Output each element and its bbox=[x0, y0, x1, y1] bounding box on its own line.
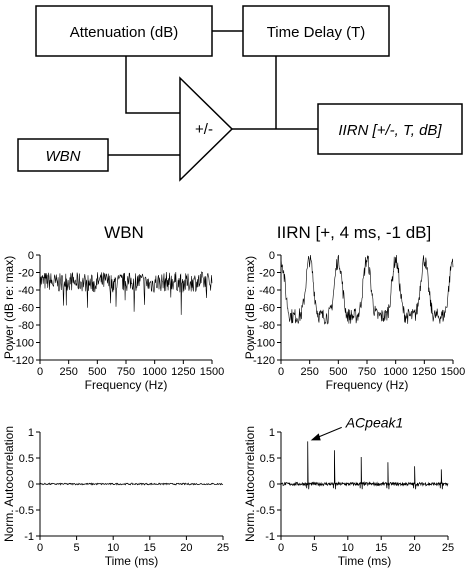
wbn-autocorrelation-y-tick-label: -0.5 bbox=[15, 505, 34, 517]
wbn-spectrum-x-axis-label: Frequency (Hz) bbox=[85, 378, 168, 392]
wbn-autocorrelation-chart: 0 5 10 15 20 25 1 0.5 0 -0.5 -1 Time (ms) Norm. Auto… bbox=[2, 426, 229, 568]
wbn-spectrum-x-tick-label: 1500 bbox=[200, 366, 224, 378]
iirn-autocorrelation-x-tick-label: 10 bbox=[342, 542, 354, 554]
iirn-spectrum-x-tick-label: 1500 bbox=[441, 366, 465, 378]
iirn-spectrum-chart: 0 250 500 750 1000 1250 1500 0 -20 -40 -60 -80 -100 -… bbox=[243, 250, 465, 392]
wbn-autocorrelation-x-tick-label: 25 bbox=[217, 542, 229, 554]
iirn-spectrum-x-tick-label: 1250 bbox=[412, 366, 436, 378]
iirn-panel-title: IIRN [+, 4 ms, -1 dB] bbox=[277, 223, 431, 242]
iirn-spectrum-y-axis-label: Power (dB re: max) bbox=[243, 256, 257, 359]
wbn-autocorrelation-x-tick-label: 15 bbox=[144, 542, 156, 554]
wbn-spectrum-y-tick-label: -100 bbox=[12, 338, 34, 350]
wbn-spectrum-y-tick-label: -60 bbox=[18, 303, 34, 315]
iirn-spectrum-y-tick-label: -40 bbox=[259, 285, 275, 297]
iirn-spectrum-x-tick-label: 500 bbox=[329, 366, 347, 378]
iirn-autocorrelation-y-tick-label: 0.5 bbox=[260, 453, 275, 465]
adder-triangle bbox=[179, 76, 234, 182]
iirn-spectrum-x-tick-label: 1000 bbox=[383, 366, 407, 378]
wbn-spectrum-series-line bbox=[39, 271, 213, 315]
adder-label: +/- bbox=[195, 121, 213, 138]
wbn-input-label: WBN bbox=[46, 148, 81, 165]
wbn-autocorrelation-x-tick-label: 0 bbox=[37, 542, 43, 554]
wbn-spectrum-y-tick-label: -40 bbox=[18, 285, 34, 297]
iirn-spectrum-y-tick-label: 0 bbox=[269, 250, 275, 262]
wbn-spectrum-x-tick-label: 1250 bbox=[171, 366, 195, 378]
iirn-autocorrelation-y-tick-label: -0.5 bbox=[256, 505, 275, 517]
wbn-autocorrelation-y-tick-label: 0 bbox=[28, 479, 34, 491]
wbn-spectrum-x-tick-label: 500 bbox=[88, 366, 106, 378]
iirn-autocorrelation-x-tick-label: 20 bbox=[408, 542, 420, 554]
wbn-spectrum-x-tick-label: 250 bbox=[59, 366, 77, 378]
iirn-autocorrelation-x-tick-label: 25 bbox=[442, 542, 454, 554]
wire-attenuation-to-adder bbox=[125, 56, 180, 114]
iirn-autocorrelation-chart: 0 5 10 15 20 25 1 0.5 0 -0.5 -1 Time (ms) Norm. Auto… bbox=[243, 414, 454, 568]
iirn-autocorrelation-y-tick-label: -1 bbox=[265, 531, 275, 543]
attenuation-label: Attenuation (dB) bbox=[70, 24, 178, 41]
iirn-spectrum-y-tick-label: -100 bbox=[253, 338, 275, 350]
wbn-spectrum-chart: 0 250 500 750 1000 1250 1500 0 -20 -40 -60 -80 -100 -… bbox=[2, 250, 224, 392]
wbn-spectrum-y-tick-label: -20 bbox=[18, 268, 34, 280]
wbn-autocorrelation-x-tick-label: 5 bbox=[74, 542, 80, 554]
wbn-spectrum-y-axis-label: Power (dB re: max) bbox=[2, 256, 16, 359]
iirn-autocorrelation-y-tick-label: 0 bbox=[269, 479, 275, 491]
wbn-spectrum-y-tick-label: -120 bbox=[12, 355, 34, 367]
time-delay-label: Time Delay (T) bbox=[267, 24, 366, 41]
wbn-autocorrelation-y-tick-label: 1 bbox=[28, 427, 34, 439]
iirn-autocorrelation-series-line bbox=[280, 441, 449, 490]
wbn-spectrum-x-tick-label: 1000 bbox=[142, 366, 166, 378]
wbn-spectrum-x-tick-label: 750 bbox=[117, 366, 135, 378]
iirn-spectrum-x-tick-label: 250 bbox=[300, 366, 318, 378]
wbn-autocorrelation-y-tick-label: 0.5 bbox=[19, 453, 34, 465]
iirn-spectrum-y-tick-label: -120 bbox=[253, 355, 275, 367]
wbn-panel-title: WBN bbox=[104, 223, 144, 242]
iirn-autocorrelation-x-axis-label: Time (ms) bbox=[338, 554, 392, 568]
wbn-spectrum-y-tick-label: 0 bbox=[28, 250, 34, 262]
iirn-autocorrelation-x-tick-label: 15 bbox=[375, 542, 387, 554]
iirn-spectrum-x-axis-label: Frequency (Hz) bbox=[326, 378, 409, 392]
wbn-spectrum-x-tick-label: 0 bbox=[37, 366, 43, 378]
iirn-spectrum-y-tick-label: -80 bbox=[259, 320, 275, 332]
wbn-autocorrelation-x-axis-label: Time (ms) bbox=[105, 554, 159, 568]
iirn-autocorrelation-y-tick-label: 1 bbox=[269, 427, 275, 439]
iirn-output-label: IIRN [+/-, T, dB] bbox=[338, 122, 442, 139]
wbn-autocorrelation-x-tick-label: 10 bbox=[107, 542, 119, 554]
wbn-autocorrelation-series-line bbox=[39, 482, 224, 486]
wbn-spectrum-y-tick-label: -80 bbox=[18, 320, 34, 332]
wbn-autocorrelation-y-axis-label: Norm. Autocorrelation bbox=[2, 426, 16, 542]
iirn-autocorrelation-x-tick-label: 0 bbox=[278, 542, 284, 554]
iirn-spectrum-y-tick-label: -60 bbox=[259, 303, 275, 315]
iirn-spectrum-x-tick-label: 750 bbox=[358, 366, 376, 378]
iirn-spectrum-x-tick-label: 0 bbox=[278, 366, 284, 378]
block-diagram bbox=[17, 5, 463, 182]
acpeak1-arrow-head bbox=[310, 433, 321, 441]
acpeak1-annotation: ACpeak1 bbox=[345, 414, 404, 430]
iirn-spectrum-y-tick-label: -20 bbox=[259, 268, 275, 280]
wbn-autocorrelation-x-tick-label: 20 bbox=[180, 542, 192, 554]
iirn-autocorrelation-y-axis-label: Norm. Autocorrelation bbox=[243, 426, 257, 542]
wbn-autocorrelation-y-tick-label: -1 bbox=[24, 531, 34, 543]
iirn-spectrum-series-line bbox=[280, 254, 454, 325]
iirn-autocorrelation-x-tick-label: 5 bbox=[311, 542, 317, 554]
